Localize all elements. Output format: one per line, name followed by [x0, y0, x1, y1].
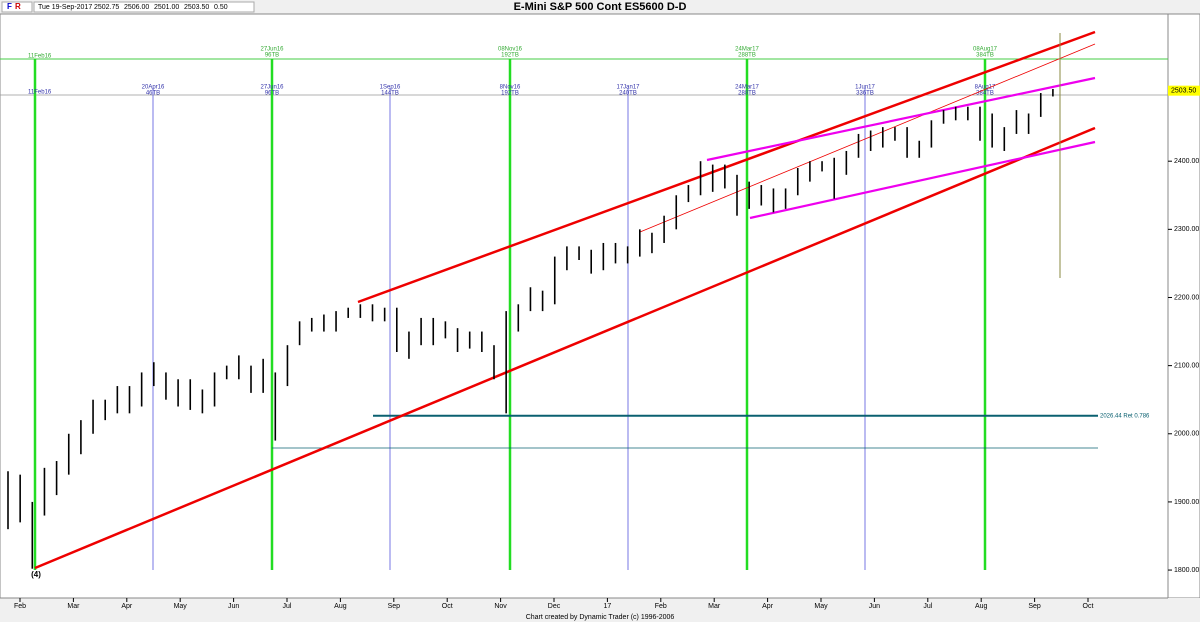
wave-label: (4): [31, 570, 41, 579]
x-tick-label: May: [814, 603, 828, 610]
y-tick-label: 2300.00: [1174, 226, 1199, 233]
cycle-label: 288TB: [738, 53, 756, 59]
y-tick-label: 1800.00: [1174, 567, 1199, 574]
toolbar[interactable]: [1, 1, 33, 13]
cycle-label: 11Feb16: [28, 90, 52, 96]
cycle-label: 24Mar17: [735, 47, 759, 53]
cycle-label: 288TB: [738, 91, 756, 97]
x-tick-label: 17: [604, 603, 612, 610]
cycle-label: 384TB: [976, 53, 994, 59]
cycle-label: 08Nov16: [498, 47, 523, 53]
header-info: Tue 19-Sep-2017: [38, 4, 92, 11]
corner: [1168, 598, 1200, 622]
cycle-label: 20Apr16: [142, 85, 165, 91]
info-box: [33, 1, 255, 13]
x-tick-label: Sep: [1028, 603, 1041, 610]
channel-line: [34, 126, 1096, 570]
retracement-label: 2026.44 Ret 0.786: [1100, 413, 1150, 419]
y-tick-label: 2400.00: [1174, 158, 1199, 165]
cycle-label: 08Aug17: [973, 47, 998, 53]
cycle-label: 192TB: [501, 91, 519, 97]
header-info: 0.50: [214, 4, 228, 11]
y-tick-label: 1900.00: [1174, 499, 1199, 506]
x-tick-label: Aug: [975, 603, 988, 610]
x-tick-label: May: [174, 603, 188, 610]
last-price-box: [1168, 85, 1200, 96]
y-tick-label: 2200.00: [1174, 294, 1199, 301]
y-tick-label: 2100.00: [1174, 362, 1199, 369]
cycle-label: 240TB: [619, 91, 637, 97]
cycle-label: 27Jun16: [260, 85, 284, 91]
chart-title: E-Mini S&P 500 Cont ES5600 D-D: [514, 1, 687, 13]
cycle-label: 17Jan17: [616, 85, 640, 91]
x-tick-label: Sep: [388, 603, 401, 610]
header-info: 2503.50: [184, 4, 209, 11]
x-tick-label: Nov: [494, 603, 507, 610]
cycle-label: 192TB: [501, 53, 519, 59]
channel-line: [357, 30, 1096, 304]
x-tick-label: Oct: [1083, 603, 1094, 610]
cycle-label: 1Jun17: [855, 85, 875, 91]
x-tick-label: Oct: [442, 603, 453, 610]
x-tick-label: Jul: [283, 603, 292, 610]
last-price: 2503.50: [1171, 88, 1196, 95]
y-tick-label: 2000.00: [1174, 431, 1199, 438]
x-tick-label: Jun: [228, 603, 239, 610]
cycle-label: 336TB: [856, 91, 874, 97]
toolbar-f[interactable]: F: [7, 2, 12, 11]
cycle-label: 27Jun16: [260, 47, 284, 53]
cycle-label: 96TB: [265, 53, 279, 59]
x-tick-label: Feb: [655, 603, 667, 610]
x-tick-label: Mar: [708, 603, 721, 610]
x-tick-label: Feb: [14, 603, 26, 610]
cycle-label: 384TB: [976, 91, 994, 97]
cycle-label: 8Aug17: [975, 85, 996, 91]
x-tick-label: Apr: [121, 603, 133, 610]
cycle-label: 46TB: [146, 91, 160, 97]
price-axis: [1167, 13, 1200, 599]
cycle-label: 11Feb16: [28, 54, 52, 60]
mid-line: [639, 43, 1096, 233]
wedge-line: [749, 140, 1096, 220]
header-info: 2502.75: [94, 4, 119, 11]
toolbar-r[interactable]: R: [15, 2, 21, 11]
x-tick-label: Apr: [762, 603, 774, 610]
x-tick-label: Aug: [334, 603, 347, 610]
header-info: 2501.00: [154, 4, 179, 11]
x-tick-label: Mar: [67, 603, 80, 610]
x-tick-label: Jun: [869, 603, 880, 610]
wedge-line: [706, 76, 1096, 162]
x-tick-label: Dec: [548, 603, 561, 610]
cycle-label: 24Mar17: [735, 85, 759, 91]
x-tick-label: Jul: [923, 603, 932, 610]
header-info: 2506.00: [124, 4, 149, 11]
footer: Chart created by Dynamic Trader (c) 1996…: [526, 614, 675, 621]
cycle-label: 144TB: [381, 91, 399, 97]
cycle-label: 96TB: [265, 91, 279, 97]
cycle-label: 1Sep16: [380, 85, 401, 91]
cycle-label: 8Nov16: [500, 85, 521, 91]
